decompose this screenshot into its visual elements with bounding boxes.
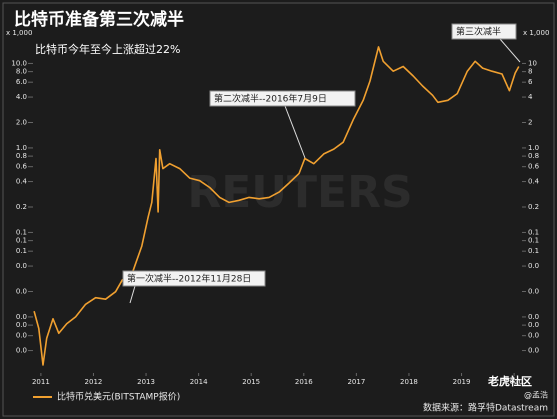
- y-tick-label: 0.1: [16, 247, 27, 255]
- y2-tick-label: 0.6: [528, 163, 540, 171]
- x-tick-label: 2011: [32, 378, 50, 386]
- x-tick-label: 2012: [85, 378, 103, 386]
- price-line: [33, 46, 520, 366]
- y-tick-label: 0.0: [16, 313, 27, 321]
- y-tick-label: 2.0: [16, 119, 27, 127]
- y-tick-label: 0.6: [16, 163, 28, 171]
- y2-tick-label: 0.1: [528, 237, 539, 245]
- y-tick-label: 0.4: [16, 178, 28, 186]
- y-tick-label: 0.0: [16, 347, 27, 355]
- y2-tick-label: 0.8: [528, 152, 539, 160]
- x-tick-label: 2018: [400, 378, 418, 386]
- y2-tick-label: 4: [528, 93, 533, 101]
- y-tick-label: 0.8: [16, 152, 27, 160]
- x-tick-label: 2020: [505, 378, 523, 386]
- y-tick-label: 0.0: [16, 262, 27, 270]
- annotation-box: [209, 90, 356, 107]
- y2-unit: x 1,000: [523, 29, 549, 37]
- y2-tick-label: 1.0: [528, 144, 539, 152]
- x-tick-label: 2015: [242, 378, 260, 386]
- annotation: 第二次减半--2016年7月9日: [214, 93, 327, 105]
- y-tick-label: 10.0: [11, 59, 27, 67]
- y-tick-label: 4.0: [16, 93, 27, 101]
- annotation-pointer: [284, 105, 306, 159]
- annotation: 第三次减半: [456, 26, 501, 38]
- x-tick-label: 2016: [295, 378, 313, 386]
- y2-tick-label: 0.0: [528, 288, 539, 296]
- y2-tick-label: 0.1: [528, 247, 539, 255]
- x-tick-label: 2013: [137, 378, 155, 386]
- author: @孟浩: [524, 390, 548, 400]
- annotation-pointer: [499, 38, 521, 63]
- x-tick-label: 2019: [453, 378, 471, 386]
- annotation: 第一次减半--2012年11月28日: [127, 273, 251, 285]
- y-tick-label: 6.0: [16, 78, 27, 86]
- y-tick-label: 0.2: [16, 203, 27, 211]
- y2-tick-label: 0.0: [528, 347, 539, 355]
- y-tick-label: 0.0: [16, 321, 27, 329]
- y2-tick-label: 2: [528, 119, 532, 127]
- logo: 老虎社区: [487, 374, 532, 388]
- annotations: 第一次减半--2012年11月28日 第二次减半--2016年7月9日 第三次减…: [122, 23, 521, 304]
- y-tick-label: 0.0: [16, 288, 27, 296]
- y-tick-label: 0.0: [16, 332, 27, 340]
- y-unit: x 1,000: [6, 29, 32, 37]
- x-tick-label: 2017: [347, 378, 365, 386]
- y2-tick-label: 0.0: [528, 313, 539, 321]
- chart-title: 比特币准备第三次减半: [14, 9, 184, 30]
- x-tick-label: 2014: [190, 378, 208, 386]
- annotation-pointer: [129, 285, 136, 304]
- y-tick-label: 8.0: [16, 68, 27, 76]
- y2-tick-label: 8: [528, 68, 532, 76]
- y2-tick-label: 0.0: [528, 321, 539, 329]
- y2-tick-label: 6: [528, 78, 533, 86]
- y2-tick-label: 0.0: [528, 332, 539, 340]
- y-tick-label: 0.1: [16, 237, 27, 245]
- y2-tick-label: 0.4: [528, 178, 540, 186]
- watermark: REUTERS: [187, 167, 412, 218]
- annotation-box: [451, 23, 517, 40]
- y2-tick-label: 0.0: [528, 262, 539, 270]
- legend-label: 比特币兑美元(BITSTAMP报价): [57, 391, 180, 403]
- y2-tick-label: 0.1: [528, 228, 539, 236]
- y2-tick-label: 0.2: [528, 203, 539, 211]
- annotation-box: [122, 270, 266, 287]
- y-tick-label: 1.0: [16, 144, 27, 152]
- source: 数据来源：路孚特Datastream: [423, 402, 548, 414]
- y2-tick-label: 10: [528, 59, 537, 67]
- y-tick-label: 0.1: [16, 228, 27, 236]
- chart-subtitle: 比特币今年至今上涨超过22%: [35, 42, 180, 56]
